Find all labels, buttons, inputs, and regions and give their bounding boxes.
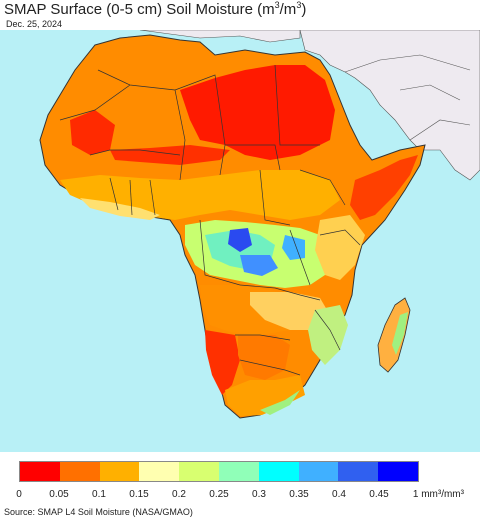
legend-tick-label: 0.25 (209, 489, 229, 500)
legend-tick-label: 0.05 (49, 489, 69, 500)
sahara-red-east (180, 65, 335, 160)
legend-labels: 0 0.05 0.1 0.15 0.2 0.25 0.3 0.35 0.4 0.45 1 mm³/m… (0, 489, 480, 501)
legend-swatch (258, 462, 299, 481)
country-borders (59, 64, 361, 376)
mozambique-green (308, 305, 348, 365)
legend-swatch (378, 462, 418, 481)
legend-tick-label: 0.3 (252, 489, 266, 500)
legend-swatch (20, 462, 60, 481)
legend-swatch (338, 462, 379, 481)
legend-tick-label: 0.2 (172, 489, 186, 500)
legend-tick-label: 0.35 (289, 489, 309, 500)
middle-east-land (299, 30, 480, 181)
legend-tick-label: 0 (16, 489, 22, 500)
legend-swatch (139, 462, 180, 481)
legend-swatch (99, 462, 140, 481)
sahel-transition (60, 170, 340, 220)
congo-blue2 (240, 255, 278, 276)
east-africa-yellow (315, 215, 365, 280)
west-africa-coast (80, 198, 160, 220)
europe-land (139, 30, 301, 43)
congo-blue1 (228, 228, 252, 252)
south-africa-mix (225, 375, 305, 416)
map-date: Dec. 25, 2024 (6, 19, 63, 29)
map-title: SMAP Surface (0-5 cm) Soil Moisture (m3/… (4, 0, 307, 18)
namibia-red (205, 330, 240, 395)
legend-tick-label: 0.4 (332, 489, 346, 500)
soil-moisture-map (0, 30, 480, 452)
legend-colorbar (19, 461, 419, 482)
sahara-red-west (70, 110, 115, 155)
legend-tick-label: 0.45 (369, 489, 389, 500)
legend-tick-label: 0.15 (129, 489, 149, 500)
source-credit: Source: SMAP L4 Soil Moisture (NASA/GMAO… (4, 507, 193, 517)
south-coast-green (260, 390, 300, 415)
legend-swatch (59, 462, 100, 481)
legend-swatch (298, 462, 339, 481)
legend-tick-label: 0.1 (92, 489, 106, 500)
legend-tick-label: 1 mm³/mm³ (412, 489, 464, 500)
madagascar (377, 297, 411, 373)
botswana-orange (238, 335, 290, 380)
horn-red (350, 155, 418, 220)
legend-swatch (179, 462, 219, 481)
zambia-yellow (250, 292, 330, 330)
legend-swatch (218, 462, 259, 481)
arabian-borders (344, 54, 471, 141)
lakes-blue (282, 235, 305, 260)
madagascar-east-green (392, 312, 408, 355)
